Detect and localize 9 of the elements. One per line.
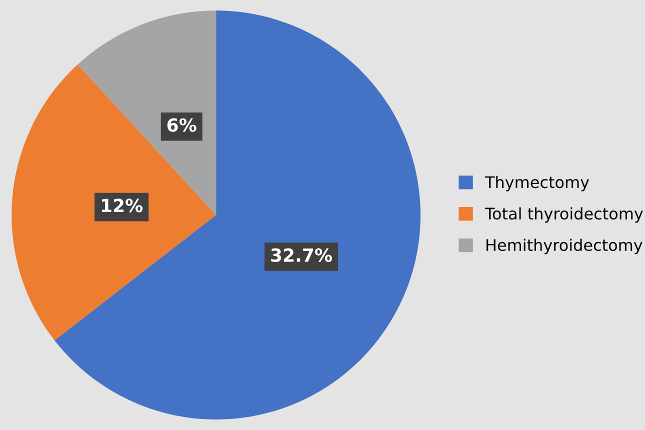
legend-label: Hemithyroidectomy <box>486 238 642 254</box>
legend-label: Thymectomy <box>484 176 590 192</box>
pie-slice <box>12 64 216 340</box>
data-label: 6% <box>167 118 196 132</box>
legend-label: Total thyroidectomy <box>484 207 643 223</box>
data-label: 12% <box>102 198 143 212</box>
pie-slice <box>78 10 216 215</box>
pie-slice <box>54 10 421 420</box>
data-label: 32.7% <box>271 248 332 262</box>
